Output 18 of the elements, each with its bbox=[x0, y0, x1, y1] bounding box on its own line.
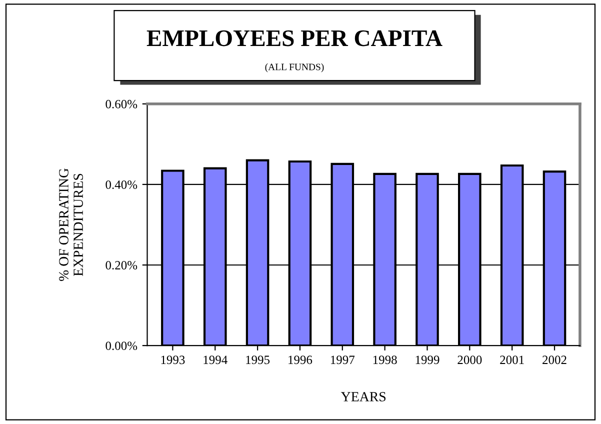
y-tick-label: 0.00% bbox=[106, 342, 138, 350]
x-tick-label: 1999 bbox=[416, 356, 440, 364]
x-tick-label: 1995 bbox=[246, 356, 270, 364]
x-tick-label: 2001 bbox=[500, 356, 524, 364]
y-tick-label: 0.20% bbox=[106, 261, 138, 270]
x-tick-label: 2002 bbox=[542, 356, 566, 364]
y-tick-label: 0.40% bbox=[106, 180, 138, 189]
x-tick-label: 2000 bbox=[458, 356, 482, 364]
x-tick-label: 1998 bbox=[373, 356, 397, 364]
x-axis-title: YEARS bbox=[340, 392, 386, 402]
y-tick-label: 0.60% bbox=[106, 100, 138, 108]
chart-subtitle: (ALL FUNDS) bbox=[265, 63, 324, 72]
x-tick-label: 1996 bbox=[288, 356, 312, 364]
x-tick-label: 1994 bbox=[204, 356, 228, 364]
x-tick-label: 1993 bbox=[161, 356, 185, 364]
x-tick-label: 1997 bbox=[330, 356, 355, 364]
chart-title: EMPLOYEES PER CAPITA bbox=[146, 30, 442, 46]
y-axis-title: % OF OPERATING EXPENDITURES bbox=[59, 168, 83, 281]
